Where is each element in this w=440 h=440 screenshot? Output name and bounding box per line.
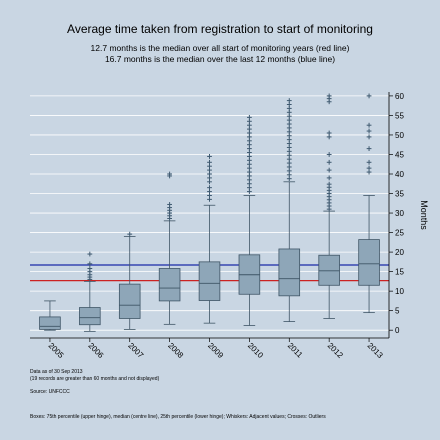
- y-tick-label: 45: [395, 150, 404, 159]
- y-tick-label: 25: [395, 229, 404, 238]
- outlier-marker: [326, 181, 332, 187]
- outlier-marker: [246, 114, 252, 120]
- box-iqr: [39, 316, 61, 330]
- outlier-marker: [366, 146, 372, 152]
- chart-subtitle-line-1: 12.7 months is the median over all start…: [90, 43, 350, 53]
- y-tick-label: 0: [395, 326, 400, 335]
- x-tick-label: 2011: [286, 341, 305, 360]
- x-tick-label: 2008: [166, 341, 185, 360]
- outlier-marker: [207, 154, 212, 159]
- y-tick-label: 35: [395, 190, 404, 199]
- footnote-data-date: Data as of 30 Sep 2013: [30, 369, 83, 375]
- outlier-marker: [87, 261, 93, 267]
- box-2005: [39, 300, 61, 331]
- box-plots: [39, 93, 380, 332]
- outlier-marker: [127, 231, 133, 237]
- outlier-marker: [167, 202, 173, 207]
- y-axis-title: Months: [419, 200, 429, 230]
- outlier-marker: [366, 134, 372, 140]
- y-tick-label: 15: [395, 268, 404, 277]
- outlier-marker: [366, 159, 372, 165]
- y-tick-label: 40: [395, 170, 404, 179]
- outlier-marker: [326, 93, 332, 99]
- box-2009: [198, 154, 221, 324]
- y-tick-label: 30: [395, 209, 404, 218]
- box-2007: [118, 231, 141, 330]
- outlier-marker: [286, 98, 292, 103]
- y-tick-label: 50: [395, 131, 404, 140]
- footnote-legend: Boxes: 75th percentile (upper hinge), me…: [30, 414, 326, 420]
- outlier-marker: [167, 171, 173, 177]
- outlier-marker: [326, 159, 332, 165]
- box-2013: [358, 93, 380, 314]
- y-tick-label: 10: [395, 287, 404, 296]
- x-tick-label: 2009: [206, 341, 225, 360]
- y-tick-label: 60: [395, 92, 404, 101]
- x-tick-label: 2012: [326, 341, 345, 360]
- outlier-marker: [326, 130, 332, 136]
- x-tick-label: 2005: [47, 341, 66, 360]
- box-iqr: [118, 283, 141, 319]
- x-tick-label: 2006: [86, 341, 105, 360]
- x-tick-label: 2010: [246, 341, 265, 360]
- outlier-marker: [207, 185, 212, 191]
- outlier-marker: [326, 175, 332, 181]
- box-2010: [238, 114, 261, 326]
- box-iqr: [79, 307, 101, 326]
- outlier-marker: [366, 165, 372, 171]
- chart-title: Average time taken from registration to …: [67, 22, 373, 36]
- box-iqr: [358, 239, 380, 286]
- y-tick-label: 5: [395, 307, 400, 316]
- outlier-marker: [326, 167, 332, 173]
- outlier-marker: [326, 152, 332, 157]
- outlier-marker: [207, 159, 212, 165]
- box-2006: [79, 251, 101, 332]
- y-tick-label: 20: [395, 248, 404, 257]
- x-tick-label: 2007: [126, 341, 145, 360]
- box-2012: [318, 93, 340, 319]
- box-iqr: [318, 254, 340, 286]
- box-iqr: [158, 268, 181, 302]
- y-tick-label: 55: [395, 111, 404, 120]
- outlier-marker: [87, 251, 93, 257]
- box-iqr: [278, 248, 301, 297]
- footnote-excluded-records: (19 records are greater than 60 months a…: [30, 376, 160, 382]
- box-2008: [158, 171, 181, 325]
- outlier-marker: [87, 266, 93, 271]
- outlier-marker: [366, 93, 372, 99]
- chart-subtitle-line-2: 16.7 months is the median over the last …: [104, 54, 336, 64]
- box-2011: [278, 98, 301, 323]
- outlier-marker: [366, 128, 372, 134]
- outlier-marker: [366, 122, 372, 128]
- box-iqr: [198, 261, 221, 301]
- x-tick-label: 2013: [366, 341, 385, 360]
- footnote-source: Source: UNFCCC: [30, 389, 70, 395]
